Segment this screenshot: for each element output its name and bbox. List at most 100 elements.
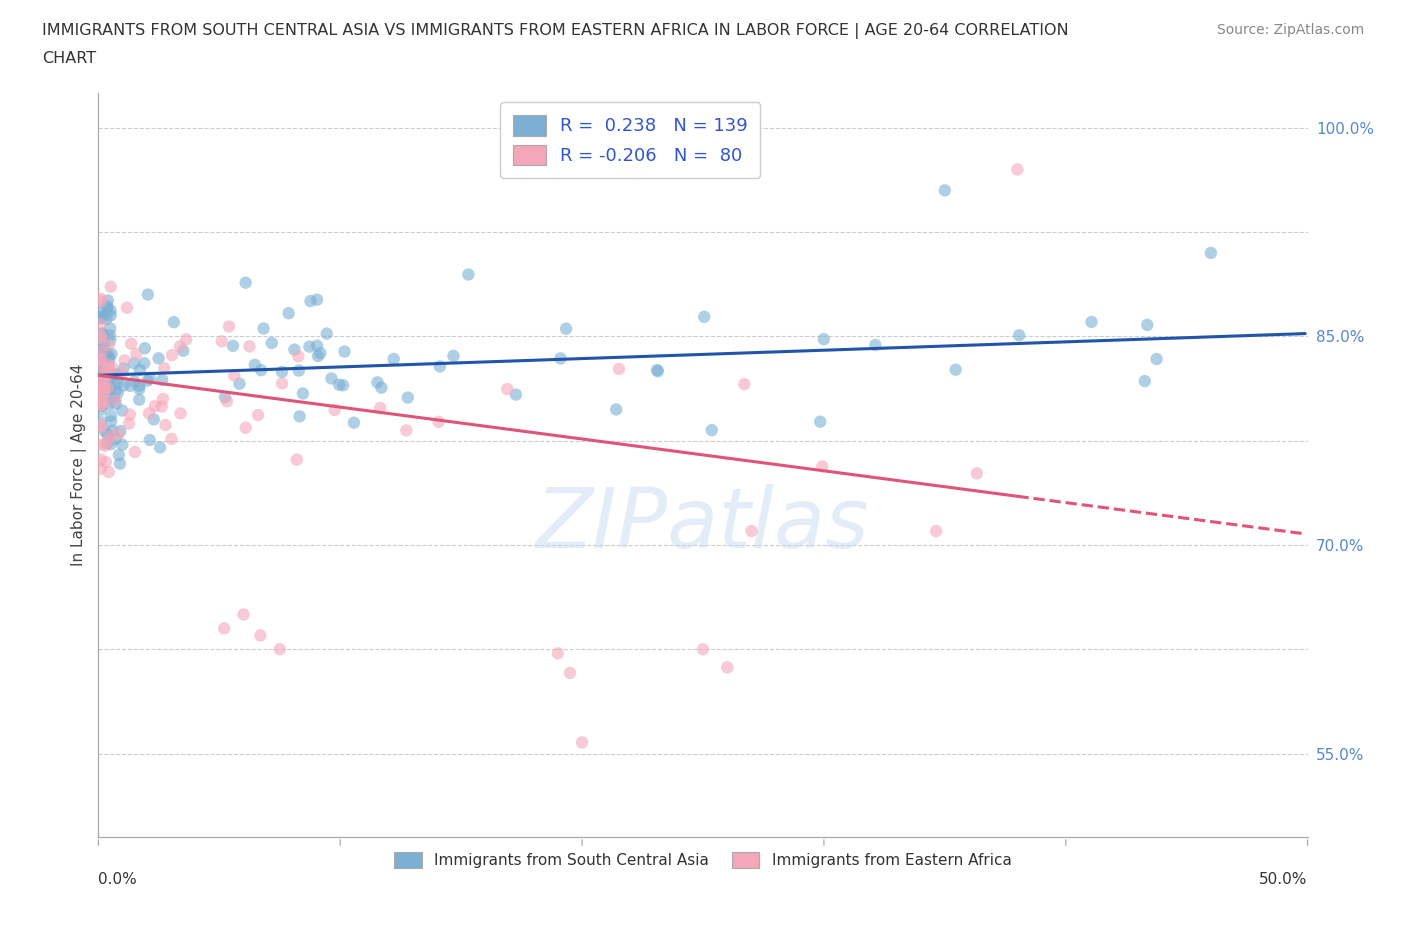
Point xyxy=(457,267,479,282)
Point xyxy=(288,363,311,378)
Point xyxy=(309,346,332,361)
Point xyxy=(90,372,112,387)
Point xyxy=(91,326,114,341)
Point xyxy=(96,427,118,442)
Point xyxy=(96,299,118,313)
Point xyxy=(238,339,260,353)
Point xyxy=(90,326,112,341)
Point xyxy=(1008,328,1031,343)
Point xyxy=(139,371,162,386)
Point xyxy=(90,419,112,434)
Point xyxy=(97,357,120,372)
Point xyxy=(94,341,117,356)
Point xyxy=(366,375,388,390)
Point xyxy=(645,363,668,378)
Point xyxy=(332,378,354,392)
Point xyxy=(122,356,145,371)
Point xyxy=(247,407,270,422)
Point xyxy=(120,379,142,393)
Point xyxy=(94,365,117,380)
Point xyxy=(90,374,112,389)
Point xyxy=(224,368,246,383)
Point xyxy=(90,331,112,346)
Point xyxy=(90,363,112,378)
Point xyxy=(1007,162,1029,177)
Point xyxy=(343,415,366,430)
Point xyxy=(90,437,112,452)
Point xyxy=(120,337,142,352)
Point xyxy=(90,371,112,386)
Point xyxy=(505,387,527,402)
Point xyxy=(90,294,112,309)
Point xyxy=(152,392,174,406)
Point xyxy=(98,352,121,366)
Point xyxy=(163,314,186,329)
Point xyxy=(136,287,159,302)
Point xyxy=(100,414,122,429)
Text: IMMIGRANTS FROM SOUTH CENTRAL ASIA VS IMMIGRANTS FROM EASTERN AFRICA IN LABOR FO: IMMIGRANTS FROM SOUTH CENTRAL ASIA VS IM… xyxy=(42,23,1069,39)
Point xyxy=(571,735,593,750)
Point xyxy=(94,455,117,470)
Point xyxy=(558,666,581,681)
Point xyxy=(1199,246,1222,260)
Point xyxy=(91,310,114,325)
Point xyxy=(104,396,127,411)
Point xyxy=(716,660,738,675)
Point xyxy=(174,332,197,347)
Point xyxy=(118,407,141,422)
Point xyxy=(808,414,831,429)
Point xyxy=(97,293,120,308)
Point xyxy=(96,436,118,451)
Point xyxy=(90,415,112,430)
Point xyxy=(148,351,170,365)
Point xyxy=(142,412,165,427)
Point xyxy=(647,364,669,379)
Point xyxy=(271,365,294,379)
Point xyxy=(100,308,122,323)
Point xyxy=(811,458,834,473)
Point xyxy=(93,395,115,410)
Point xyxy=(115,300,138,315)
Point xyxy=(91,391,114,405)
Point xyxy=(94,438,117,453)
Point xyxy=(172,343,194,358)
Point xyxy=(91,364,114,379)
Point xyxy=(100,391,122,405)
Point xyxy=(249,628,271,643)
Point xyxy=(169,406,191,421)
Point xyxy=(396,390,419,405)
Point xyxy=(150,372,173,387)
Point xyxy=(98,328,121,343)
Point xyxy=(547,646,569,661)
Point xyxy=(90,391,112,405)
Point xyxy=(288,409,311,424)
Point xyxy=(155,418,177,432)
Point xyxy=(1080,314,1102,329)
Point xyxy=(298,339,321,354)
Point xyxy=(103,392,125,406)
Point xyxy=(91,358,114,373)
Point xyxy=(97,375,120,390)
Point xyxy=(111,437,134,452)
Point xyxy=(125,347,148,362)
Point xyxy=(100,279,122,294)
Point xyxy=(925,524,948,538)
Point xyxy=(700,422,723,437)
Point xyxy=(111,365,134,380)
Point xyxy=(90,375,112,390)
Point xyxy=(315,326,337,341)
Point xyxy=(91,398,114,413)
Point xyxy=(90,452,112,467)
Point xyxy=(429,359,451,374)
Point xyxy=(90,379,112,394)
Point xyxy=(128,381,150,396)
Y-axis label: In Labor Force | Age 20-64: In Labor Force | Age 20-64 xyxy=(72,364,87,566)
Point xyxy=(90,317,112,332)
Point xyxy=(101,423,124,438)
Point xyxy=(128,379,150,393)
Point xyxy=(740,524,762,538)
Point xyxy=(139,432,162,447)
Point xyxy=(269,642,291,657)
Point xyxy=(169,339,191,354)
Point xyxy=(98,396,121,411)
